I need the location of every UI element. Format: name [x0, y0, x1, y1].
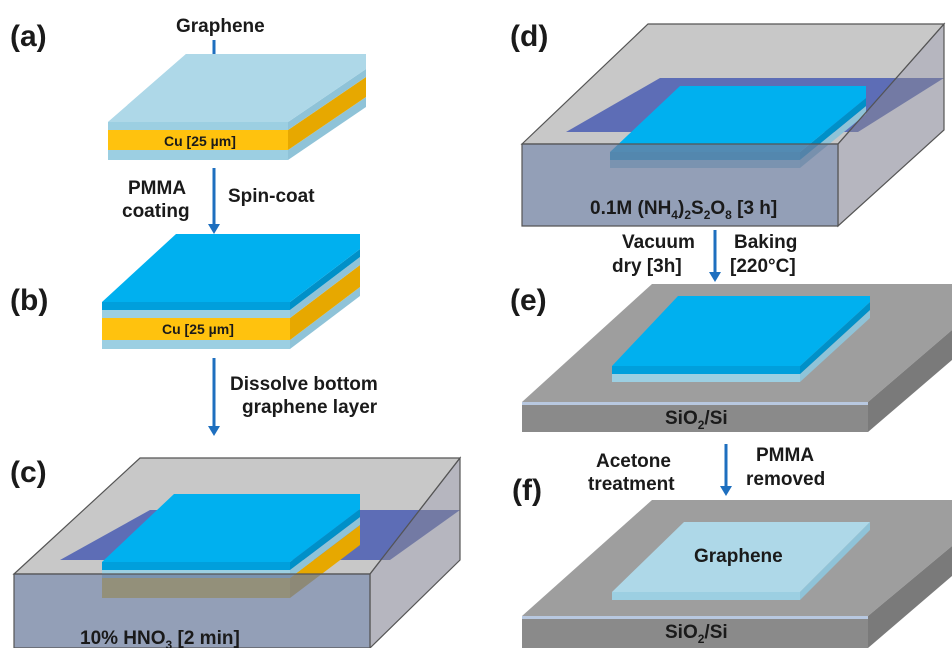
vacuum-label-2: dry [3h]	[612, 256, 682, 277]
etch-bath-d: 0.1M (NH4)2S2O8 [3 h]	[520, 22, 946, 228]
substrate-e: SiO2/Si	[522, 284, 952, 432]
stack-a-graphene-cu: Cu [25 µm]	[108, 54, 366, 160]
substrate-label-f: SiO2/Si	[665, 622, 728, 646]
graphene-final-f	[612, 522, 870, 592]
baking-label-2: [220°C]	[730, 256, 796, 277]
pmma-top-d	[610, 86, 866, 152]
pmma-removed-label-1: PMMA	[756, 445, 814, 466]
graphene-label-top: Graphene	[176, 16, 265, 37]
vacuum-label-1: Vacuum	[622, 232, 695, 253]
graphene-label-f: Graphene	[694, 546, 783, 567]
acetone-label-2: treatment	[588, 474, 675, 495]
panel-label-a: (a)	[10, 20, 47, 53]
hno3-label: 10% HNO3 [2 min]	[80, 628, 240, 648]
substrate-f: Graphene SiO2/Si	[522, 500, 952, 648]
baking-label-1: Baking	[734, 232, 797, 253]
pmma-top-b	[102, 234, 360, 302]
copper-layer-b	[102, 318, 290, 340]
substrate-label-e: SiO2/Si	[665, 408, 728, 432]
panel-label-b: (b)	[10, 284, 48, 317]
acetone-label-1: Acetone	[596, 451, 671, 472]
stack-b-pmma-graphene-cu: Cu [25 µm]	[102, 234, 360, 349]
spin-coat-label: Spin-coat	[228, 186, 315, 207]
pmma-coating-label-1: PMMA	[128, 178, 186, 199]
persulfate-label: 0.1M (NH4)2S2O8 [3 h]	[590, 198, 777, 222]
dissolve-label-1: Dissolve bottom	[230, 374, 378, 395]
copper-layer-a	[108, 130, 288, 150]
panel-label-c: (c)	[10, 456, 47, 489]
dissolve-label-2: graphene layer	[242, 397, 378, 418]
arrow-b-to-c	[208, 358, 220, 436]
panel-label-d: (d)	[510, 20, 548, 53]
cu-label-b: Cu [25 µm]	[162, 321, 234, 337]
pmma-top-e	[612, 296, 870, 366]
arrow-d-to-e	[709, 230, 721, 282]
pmma-top-c	[102, 494, 360, 562]
etch-bath-c: 10% HNO3 [2 min]	[12, 456, 462, 648]
pmma-removed-label-2: removed	[746, 469, 825, 490]
arrow-e-to-f	[720, 444, 732, 496]
cu-label-a: Cu [25 µm]	[164, 133, 236, 149]
pmma-coating-label-2: coating	[122, 201, 190, 222]
arrow-a-to-b	[208, 168, 220, 234]
panel-label-e: (e)	[510, 284, 547, 317]
panel-label-f: (f)	[512, 474, 542, 507]
